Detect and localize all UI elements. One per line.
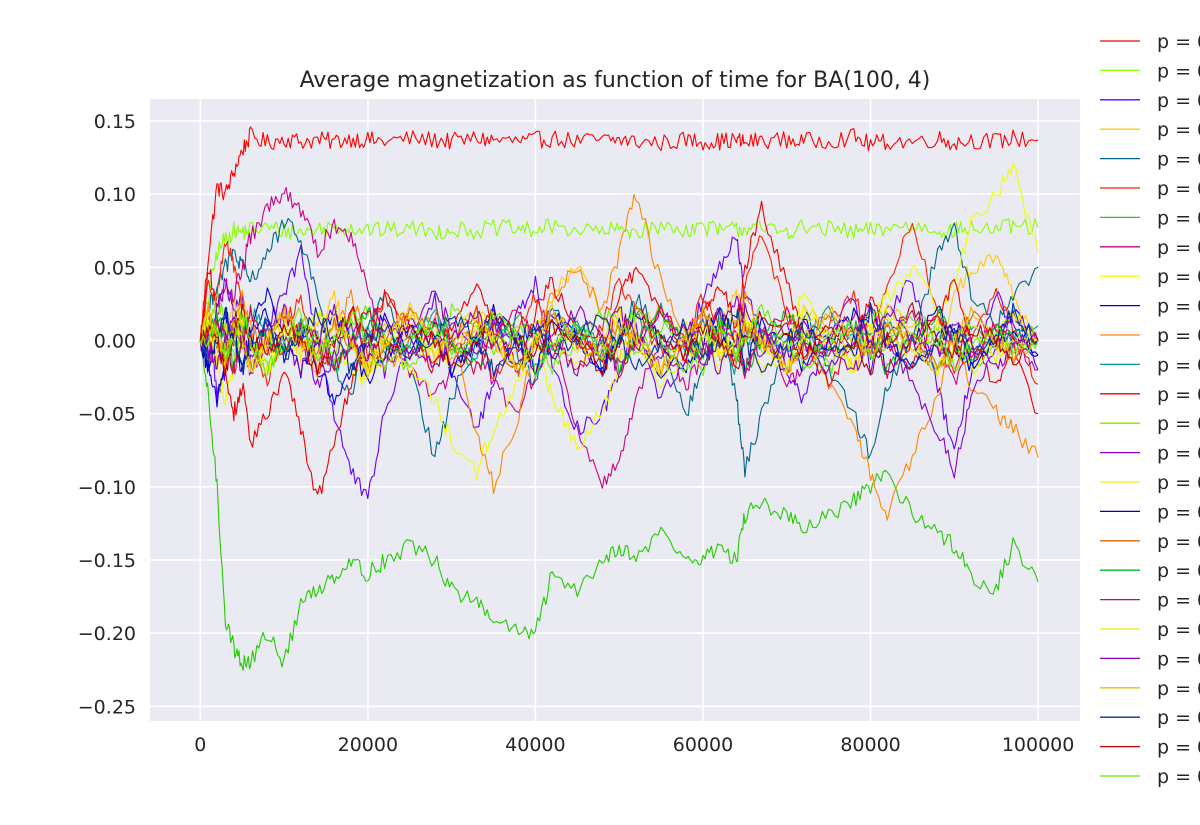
legend-label: p = 0 — [1157, 90, 1200, 112]
legend-label: p = 0 — [1157, 590, 1200, 612]
legend-label: p = 0 — [1157, 207, 1200, 229]
legend-label: p = 0 — [1157, 237, 1200, 259]
legend-label: p = 0 — [1157, 178, 1200, 200]
y-tick-label: −0.20 — [78, 623, 136, 645]
legend-label: p = 0 — [1157, 119, 1200, 141]
series-line — [199, 126, 1039, 341]
legend-label: p = 0 — [1157, 149, 1200, 171]
series-line — [199, 292, 1039, 377]
legend-label: p = 0 — [1157, 31, 1200, 53]
legend-label: p = 0 — [1157, 443, 1200, 465]
x-tick-label: 20000 — [338, 734, 398, 756]
legend-label: p = 0 — [1157, 737, 1200, 759]
grid — [150, 99, 1080, 721]
x-tick-label: 100000 — [1002, 734, 1075, 756]
y-tick-labels: 0.15 0.10 0.05 0.00 −0.05 −0.10 −0.15 −0.20 −0.2… — [78, 111, 136, 718]
series-line — [199, 218, 1039, 343]
series-line — [199, 304, 1039, 379]
series-line — [199, 302, 1039, 377]
legend-label: p = 0 — [1157, 296, 1200, 318]
legend-label: p = 0 — [1157, 619, 1200, 641]
legend-label: p = 0 — [1157, 60, 1200, 82]
legend-label: p = 0 — [1157, 266, 1200, 288]
plot-background — [150, 99, 1080, 721]
x-tick-labels: 0 20000 40000 60000 80000 100000 — [194, 734, 1074, 756]
x-tick-label: 80000 — [840, 734, 900, 756]
legend-label: p = 0 — [1157, 384, 1200, 406]
series-line — [199, 302, 1039, 377]
y-tick-label: −0.10 — [78, 477, 136, 499]
legend: p = 0 p = 0 p = 0 p = 0 p = 0 p = 0 p = 0 p = 0… — [1100, 31, 1200, 788]
series-line — [199, 338, 1039, 671]
legend-label: p = 0 — [1157, 648, 1200, 670]
legend-label: p = 0 — [1157, 531, 1200, 553]
legend-label: p = 0 — [1157, 766, 1200, 788]
y-tick-label: −0.25 — [78, 696, 136, 718]
y-tick-label: 0.00 — [94, 330, 136, 352]
x-tick-label: 60000 — [673, 734, 733, 756]
chart-title: Average magnetization as function of tim… — [300, 68, 931, 93]
series-line — [199, 303, 1039, 379]
x-tick-label: 0 — [194, 734, 206, 756]
legend-label: p = 0 — [1157, 472, 1200, 494]
legend-label: p = 0 — [1157, 707, 1200, 729]
series-lines — [199, 126, 1039, 671]
legend-label: p = 0 — [1157, 325, 1200, 347]
y-tick-label: 0.10 — [94, 184, 136, 206]
y-tick-label: −0.05 — [78, 404, 136, 426]
legend-label: p = 0 — [1157, 678, 1200, 700]
y-tick-label: −0.15 — [78, 550, 136, 572]
legend-label: p = 0 — [1157, 560, 1200, 582]
legend-label: p = 0 — [1157, 354, 1200, 376]
x-tick-label: 40000 — [505, 734, 565, 756]
y-tick-label: 0.05 — [94, 257, 136, 279]
legend-label: p = 0 — [1157, 413, 1200, 435]
legend-label: p = 0 — [1157, 501, 1200, 523]
y-tick-label: 0.15 — [94, 111, 136, 133]
series-line — [199, 302, 1039, 377]
